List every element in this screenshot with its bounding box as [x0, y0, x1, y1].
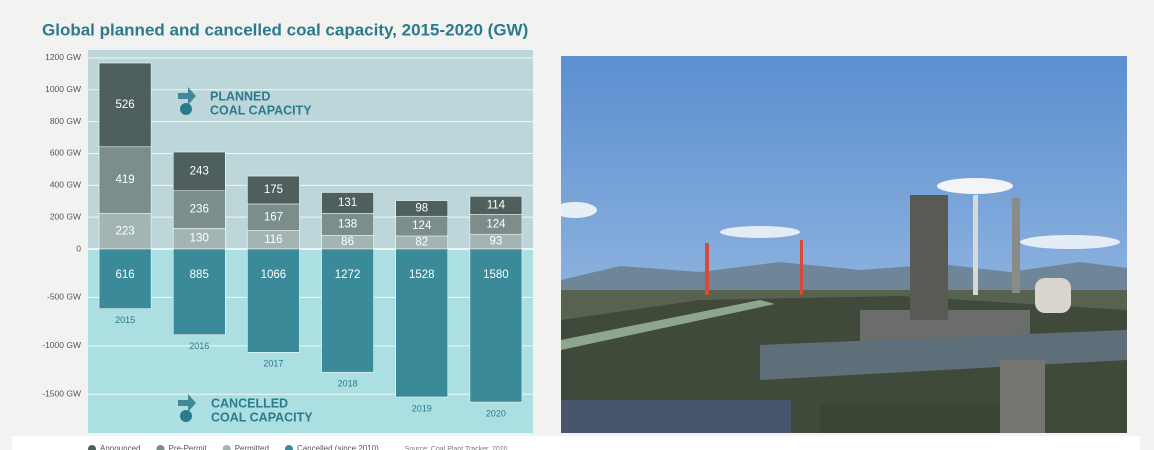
value-label: 1066	[261, 269, 287, 281]
screen: Global planned and cancelled coal capaci…	[0, 0, 1154, 450]
y-tick-label: 200 GW	[50, 211, 81, 221]
annotation-icon	[180, 103, 192, 115]
annotation: COAL CAPACITY	[211, 410, 313, 424]
legend-label: Cancelled (since 2010)	[297, 444, 379, 450]
x-tick-label: 2020	[486, 408, 506, 418]
legend-label: Pre-Permit	[168, 444, 207, 450]
x-tick-label: 2018	[338, 379, 358, 389]
value-label: 82	[415, 237, 428, 249]
y-tick-label: 1000 GW	[45, 84, 81, 94]
value-label: 885	[190, 269, 209, 281]
value-label: 1528	[409, 269, 435, 281]
annotation: CANCELLED	[211, 396, 288, 410]
y-tick-label: -1000 GW	[42, 340, 81, 350]
value-label: 131	[338, 197, 357, 209]
y-tick-label: 800 GW	[50, 116, 81, 126]
legend-label: Announced	[100, 444, 140, 450]
annotation: COAL CAPACITY	[210, 103, 312, 117]
value-label: 1272	[335, 269, 361, 281]
x-tick-label: 2015	[115, 315, 135, 325]
page: Global planned and cancelled coal capaci…	[0, 0, 1154, 450]
value-label: 243	[190, 165, 209, 177]
value-label: 124	[486, 218, 506, 230]
bar-segment	[322, 249, 374, 372]
bar-segment	[173, 249, 225, 335]
y-tick-label: 400 GW	[50, 180, 81, 190]
value-label: 86	[341, 236, 354, 248]
source: Source: Coal Plant Tracker, 2020	[405, 446, 508, 450]
chart-title: Global planned and cancelled coal capaci…	[42, 20, 528, 39]
y-tick-label: 0	[76, 243, 81, 253]
photo	[553, 56, 1127, 433]
y-tick-label: 1200 GW	[45, 52, 81, 62]
annotation-icon	[180, 410, 192, 422]
plot-background-negative	[88, 249, 533, 433]
value-label: 1580	[483, 269, 509, 281]
legend-label: Permitted	[235, 444, 269, 450]
value-label: 116	[264, 234, 282, 246]
value-label: 419	[115, 174, 134, 186]
bar-segment	[247, 249, 299, 352]
value-label: 223	[115, 225, 134, 237]
value-label: 93	[490, 236, 503, 248]
value-label: 175	[264, 184, 283, 196]
value-label: 98	[415, 202, 428, 214]
plot-background-positive	[88, 50, 533, 249]
x-tick-label: 2016	[189, 341, 209, 351]
value-label: 616	[115, 269, 134, 281]
x-tick-label: 2019	[412, 403, 432, 413]
y-tick-label: 600 GW	[50, 148, 81, 158]
value-label: 526	[115, 99, 134, 111]
y-tick-label: -500 GW	[47, 292, 81, 302]
x-tick-label: 2017	[263, 359, 283, 369]
annotation: PLANNED	[210, 89, 270, 103]
value-label: 138	[338, 218, 357, 230]
value-label: 130	[190, 233, 209, 245]
value-label: 114	[487, 199, 506, 211]
value-label: 167	[264, 211, 283, 223]
value-label: 236	[190, 204, 209, 216]
y-tick-label: -1500 GW	[42, 389, 81, 399]
value-label: 124	[412, 220, 432, 232]
